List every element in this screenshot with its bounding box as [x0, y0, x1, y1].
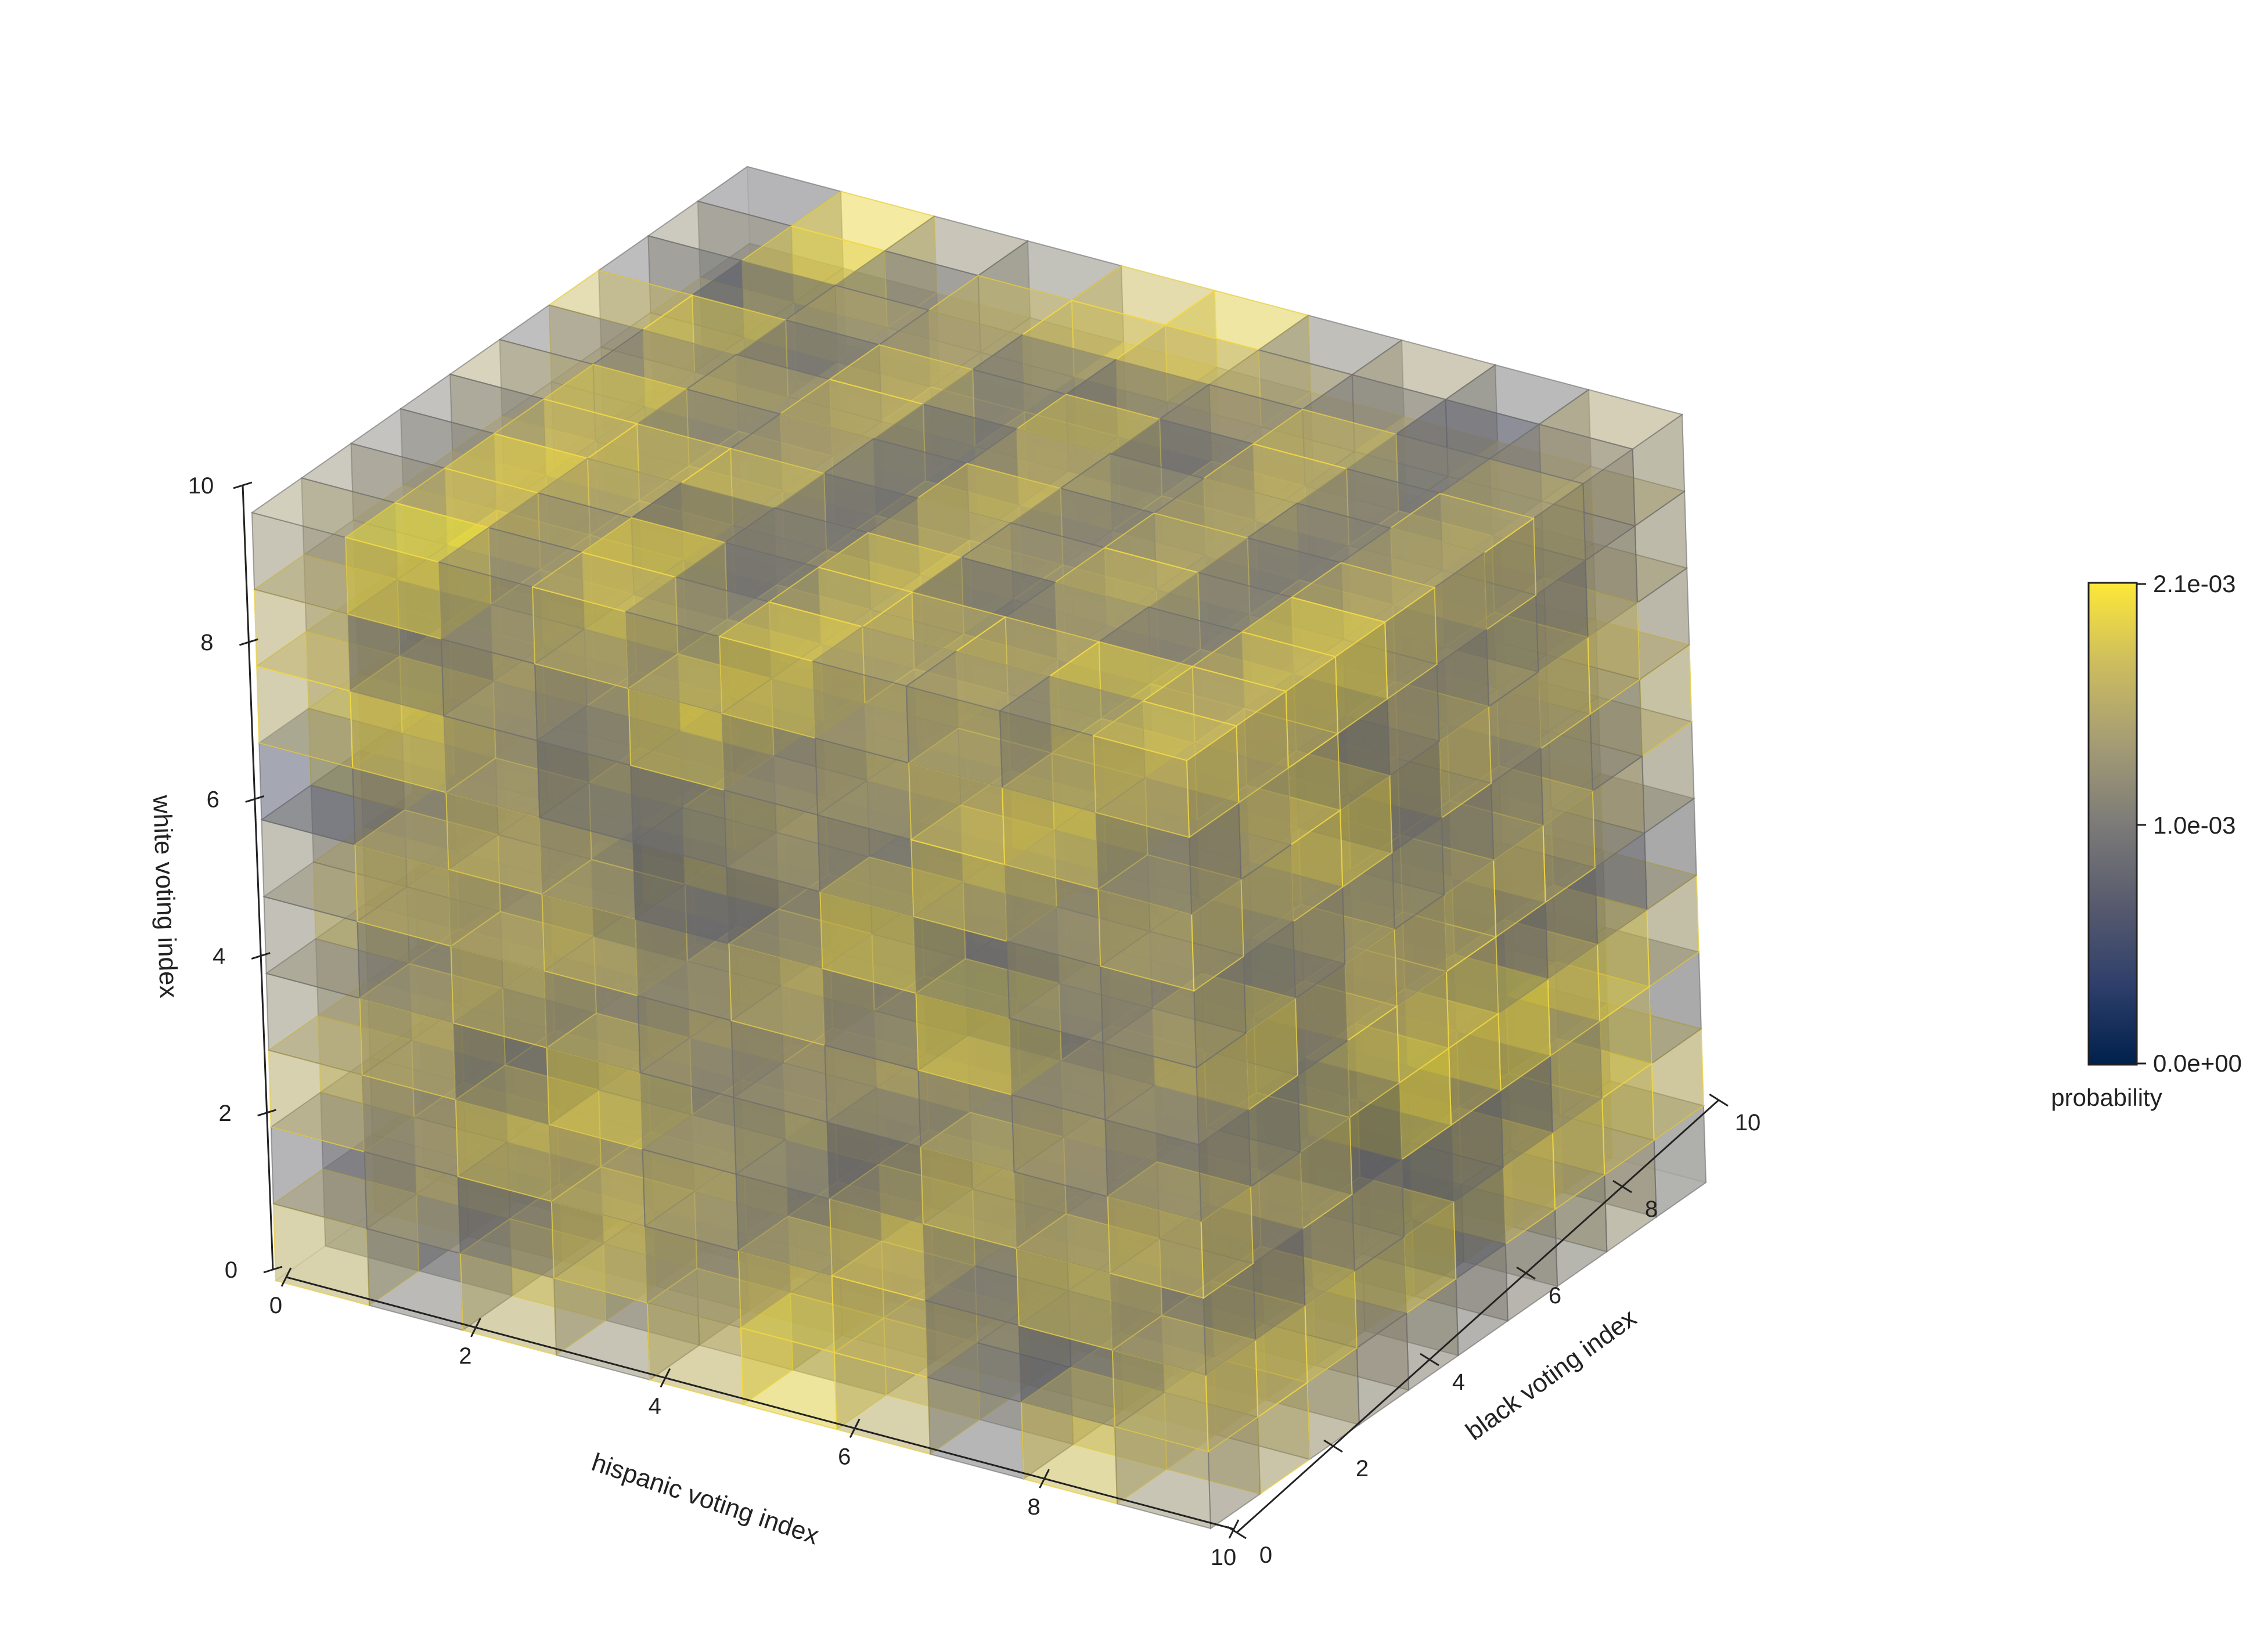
z-axis-label: white voting index: [147, 794, 183, 998]
voxel-cell: [602, 388, 750, 527]
x-axis-tick-label: 2: [459, 1343, 471, 1369]
voxel-cells: [250, 165, 1707, 1530]
x-axis-tick-label: 0: [269, 1293, 282, 1318]
z-axis-tick-label: 8: [200, 630, 213, 655]
x-axis-tick-label: 4: [649, 1394, 661, 1419]
x-axis-label: hispanic voting index: [588, 1448, 822, 1550]
colorbar-label: probability: [2051, 1084, 2162, 1111]
colorbar-scale: [2087, 582, 2138, 1066]
y-axis-tick-label: 8: [1645, 1196, 1658, 1222]
z-axis-tick-label: 10: [188, 473, 214, 499]
z-axis-tick-label: 6: [207, 787, 219, 812]
y-axis-tick-label: 4: [1452, 1369, 1465, 1395]
z-axis-tick-label: 4: [213, 944, 225, 969]
x-axis-tick-label: 6: [838, 1444, 851, 1469]
voxel-cell: [1092, 700, 1240, 839]
z-axis-tick-label: 0: [225, 1257, 237, 1283]
y-axis-tick-label: 0: [1259, 1542, 1272, 1568]
colorbar-tick-label: 1.0e-03: [2153, 812, 2235, 839]
voxel-cell: [1559, 1080, 1707, 1218]
y-axis-tick-label: 10: [1735, 1110, 1761, 1135]
voxel-cell: [649, 277, 797, 416]
colorbar: 2.1e-03 1.0e-03 0.0e+00 probability: [2051, 570, 2242, 1111]
colorbar-tick-label: 0.0e+00: [2153, 1050, 2242, 1077]
z-axis-tick-label: 2: [218, 1101, 231, 1126]
colorbar-tick-label: 2.1e-03: [2153, 570, 2235, 597]
y-axis-tick-label: 2: [1356, 1456, 1369, 1481]
voxel-cell: [790, 190, 938, 329]
y-axis-tick: [1709, 1093, 1729, 1107]
x-axis-tick-label: 8: [1027, 1494, 1040, 1520]
y-axis-tick-label: 6: [1549, 1283, 1561, 1308]
x-axis-tick-label: 10: [1211, 1545, 1237, 1570]
